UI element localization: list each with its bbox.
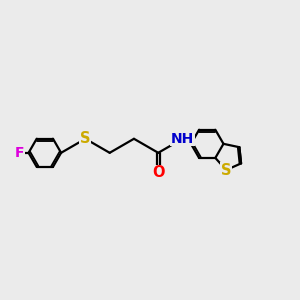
Text: O: O (152, 166, 164, 181)
Text: NH: NH (171, 132, 194, 146)
Text: S: S (80, 131, 91, 146)
Text: F: F (15, 146, 24, 160)
Text: S: S (221, 163, 232, 178)
